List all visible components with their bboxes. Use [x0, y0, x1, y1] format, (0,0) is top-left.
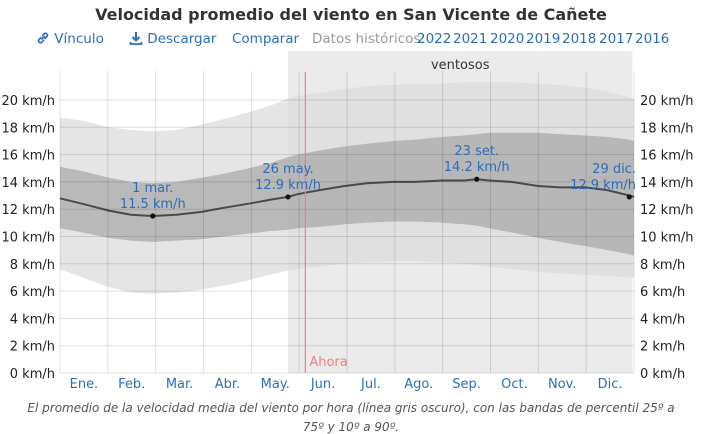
- download-button[interactable]: Descargar: [129, 31, 216, 47]
- mean-line: [60, 178, 634, 218]
- year-link-2017[interactable]: 2017: [599, 31, 634, 47]
- x-tick-label: Ago.: [404, 377, 433, 392]
- year-link-2022[interactable]: 2022: [417, 31, 452, 47]
- x-tick-label: Abr.: [215, 377, 240, 392]
- wind-speed-chart: ventosos Ahora 0 km/h 0 km/h 2 km/h 2 km/h 4 k…: [2, 51, 694, 392]
- y-tick-label-left: 20 km/h: [2, 94, 56, 109]
- annotation-point: [474, 176, 480, 182]
- download-icon: [129, 32, 143, 45]
- chart-caption-line1: El promedio de la velocidad media del vi…: [27, 401, 675, 415]
- x-tick-label: Sep.: [452, 377, 481, 392]
- year-link-2021[interactable]: 2021: [453, 31, 488, 47]
- annotation-value: 11.5 km/h: [120, 197, 186, 212]
- y-tick-label-right: 4 km/h: [640, 312, 685, 327]
- historic-label: Datos históricos:: [312, 31, 426, 47]
- annotation-date: 29 dic.: [592, 162, 636, 177]
- annotation-value: 12.9 km/h: [255, 178, 321, 193]
- link-button[interactable]: Vínculo: [36, 31, 104, 47]
- y-tick-label-right: 0 km/h: [640, 367, 685, 382]
- x-tick-label: Jul.: [360, 377, 381, 392]
- y-tick-label-right: 8 km/h: [640, 258, 685, 273]
- chart-caption-line2: 75º y 10º a 90º.: [302, 420, 400, 434]
- compare-button[interactable]: Comparar: [232, 31, 300, 47]
- annotation-value: 12.9 km/h: [570, 178, 636, 193]
- y-tick-label-left: 2 km/h: [10, 340, 55, 355]
- annotation-date: 1 mar.: [132, 181, 173, 196]
- year-link-2020[interactable]: 2020: [490, 31, 525, 47]
- y-tick-label-left: 6 km/h: [10, 285, 55, 300]
- y-tick-label-left: 10 km/h: [2, 231, 56, 246]
- y-tick-label-right: 14 km/h: [640, 176, 694, 191]
- annotation-value: 14.2 km/h: [444, 160, 510, 175]
- y-tick-label-left: 8 km/h: [10, 258, 55, 273]
- y-tick-label-right: 10 km/h: [640, 231, 694, 246]
- annotation-point: [285, 194, 291, 200]
- y-tick-label-right: 12 km/h: [640, 203, 694, 218]
- year-link-2018[interactable]: 2018: [562, 31, 597, 47]
- bands-group: [60, 82, 634, 294]
- download-label: Descargar: [147, 31, 217, 47]
- season-label: ventosos: [431, 58, 490, 73]
- y-tick-label-right: 2 km/h: [640, 340, 685, 355]
- link-icon: [37, 32, 49, 44]
- x-tick-label: May.: [261, 377, 290, 392]
- annotation-date: 26 may.: [262, 162, 313, 177]
- x-tick-label: Jun.: [310, 377, 335, 392]
- y-tick-label-left: 14 km/h: [2, 176, 56, 191]
- year-link-2019[interactable]: 2019: [526, 31, 561, 47]
- annotation-point: [150, 213, 156, 219]
- annotation-point: [626, 194, 632, 200]
- y-tick-label-right: 16 km/h: [640, 149, 694, 164]
- chart-title: Velocidad promedio del viento en San Vic…: [95, 5, 607, 24]
- x-tick-label: Nov.: [548, 377, 577, 392]
- x-tick-label: Ene.: [70, 377, 99, 392]
- y-tick-label-left: 4 km/h: [10, 312, 55, 327]
- band-p25-p75: [60, 132, 634, 256]
- now-label: Ahora: [309, 355, 347, 370]
- y-tick-label-left: 12 km/h: [2, 203, 56, 218]
- x-tick-label: Dic.: [598, 377, 623, 392]
- y-tick-label-left: 16 km/h: [2, 149, 56, 164]
- year-link-2016[interactable]: 2016: [635, 31, 670, 47]
- y-tick-label-right: 20 km/h: [640, 94, 694, 109]
- y-tick-label-right: 6 km/h: [640, 285, 685, 300]
- y-tick-label-left: 0 km/h: [10, 367, 55, 382]
- x-tick-label: Oct.: [501, 377, 528, 392]
- y-tick-label-left: 18 km/h: [2, 121, 56, 136]
- y-tick-label-right: 18 km/h: [640, 121, 694, 136]
- x-tick-label: Mar.: [166, 377, 193, 392]
- x-tick-label: Feb.: [118, 377, 145, 392]
- link-label: Vínculo: [54, 31, 104, 47]
- annotation-date: 23 set.: [454, 144, 499, 159]
